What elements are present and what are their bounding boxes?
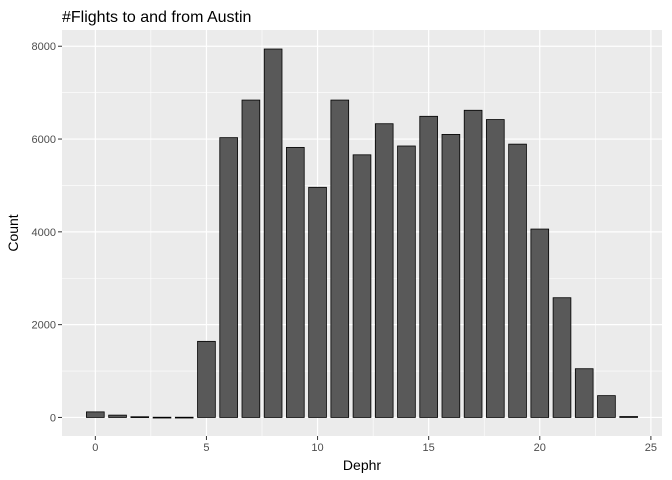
bar-layer <box>86 48 638 419</box>
bar <box>530 228 550 418</box>
y-axis-title: Count <box>5 214 21 251</box>
bar <box>219 137 238 418</box>
bar <box>397 145 416 418</box>
x-tick-label: 5 <box>203 442 209 454</box>
x-tick-label: 20 <box>534 442 546 454</box>
bar <box>352 154 372 418</box>
bar <box>286 146 305 418</box>
y-tick-label: 6000 <box>32 134 56 146</box>
bar <box>508 143 527 418</box>
bar <box>374 123 394 418</box>
bar <box>197 340 216 418</box>
x-tick-label: 15 <box>423 442 435 454</box>
x-tick-label: 25 <box>645 442 657 454</box>
bar <box>330 99 350 418</box>
y-tick-label: 0 <box>50 412 56 424</box>
bar <box>263 48 283 418</box>
y-tick-label: 4000 <box>32 227 56 239</box>
bar <box>419 115 438 418</box>
bar <box>152 416 172 419</box>
x-tick-label: 0 <box>92 442 98 454</box>
bar <box>174 416 194 419</box>
bar <box>552 297 572 418</box>
bar <box>130 416 150 418</box>
bar <box>108 414 127 418</box>
x-tick-label: 10 <box>311 442 323 454</box>
tick-layer: 0 5 10 15 20 25 0 2000 4000 6000 8000 <box>32 41 657 454</box>
chart-title: #Flights to and from Austin <box>62 9 251 26</box>
bar <box>463 109 483 418</box>
bar <box>86 411 105 418</box>
bar <box>619 416 638 418</box>
bar <box>574 368 594 418</box>
y-tick-label: 2000 <box>32 320 56 332</box>
bar <box>597 395 616 418</box>
x-axis-title: Dephr <box>343 457 381 473</box>
bar <box>486 119 505 418</box>
bar <box>441 133 461 418</box>
y-tick-label: 8000 <box>32 41 56 53</box>
bar <box>308 186 327 418</box>
bar <box>241 99 261 418</box>
